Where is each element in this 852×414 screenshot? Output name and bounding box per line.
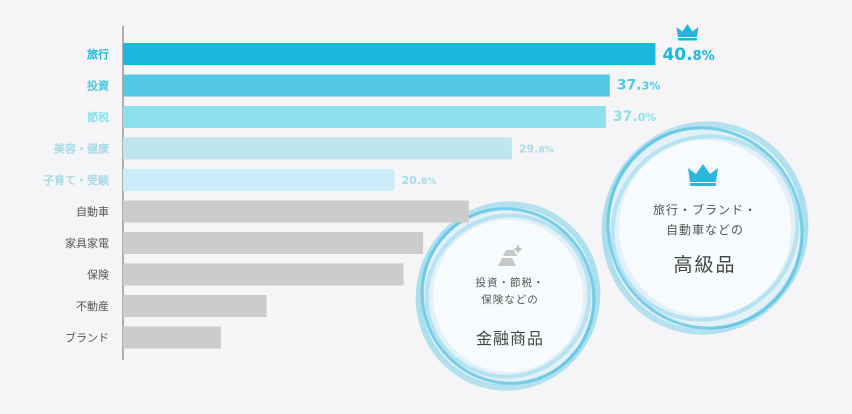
bar-7 [123,263,404,286]
category-label: 家具家電 [65,236,109,250]
bar-5 [123,200,469,223]
bar-3 [123,137,512,160]
bar-2 [123,106,606,128]
gold-bars-icon [498,244,523,266]
luxury-bubble [601,121,809,335]
category-label: 子育て・受験 [43,173,110,187]
financial-title: 金融商品 [475,329,544,348]
category-label: 不動産 [76,299,109,313]
category-label: 美容・健康 [54,142,110,156]
value-label: 37.0% [613,109,657,125]
bar-0 [123,43,656,65]
category-label: 節税 [87,110,109,124]
category-label: 保険 [87,268,109,282]
luxury-line2: 自動車などの [665,223,744,237]
crown-icon [688,164,718,186]
category-label: 旅行 [87,47,109,61]
value-label: 20.8% [401,174,436,187]
financial-line1: 投資・節税・ [475,277,545,289]
financial-bubble-text: 投資・節税・ 保険などの 金融商品 [440,275,580,349]
category-label: 投資 [87,79,109,93]
luxury-bubble-text: 旅行・ブランド・ 自動車などの 高級品 [620,200,790,277]
bar-1 [123,74,610,97]
bar-9 [123,326,221,349]
value-label: 29.8% [519,143,554,156]
crown-icon [676,24,699,41]
financial-line2: 保険などの [481,294,539,306]
bar-8 [123,295,267,317]
category-label: ブランド [65,331,109,345]
luxury-line1: 旅行・ブランド・ [652,203,757,217]
bar-4 [123,169,395,191]
bar-6 [123,232,424,254]
value-label: 37.3% [617,78,661,94]
luxury-title: 高級品 [673,254,737,276]
value-label: 40.8% [662,45,714,65]
category-label: 自動車 [76,205,109,219]
